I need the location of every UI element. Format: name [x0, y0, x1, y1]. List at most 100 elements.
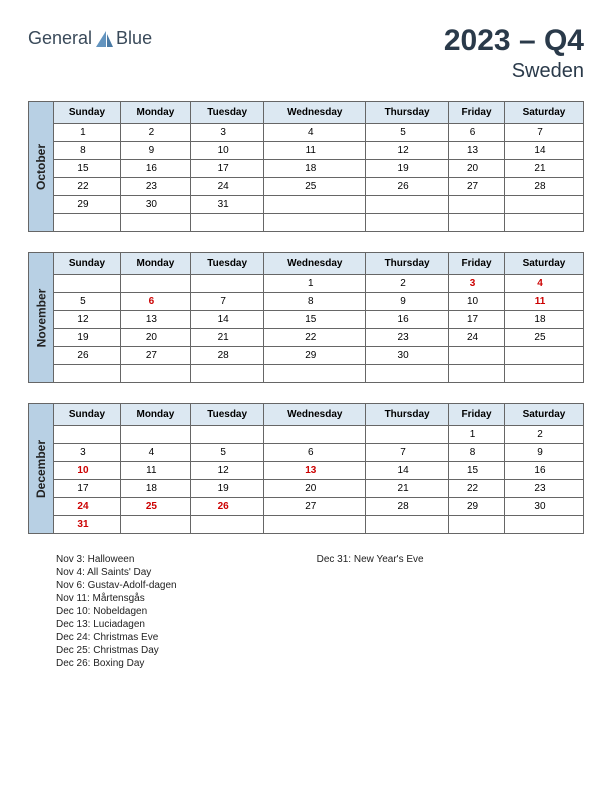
day-cell: 9 — [504, 444, 583, 462]
day-cell: 27 — [264, 498, 366, 516]
day-cell: 1 — [449, 426, 505, 444]
day-cell: 28 — [366, 498, 449, 516]
day-cell — [54, 365, 121, 383]
week-row: 567891011 — [54, 293, 584, 311]
day-cell: 20 — [120, 329, 190, 347]
day-cell: 10 — [449, 293, 505, 311]
holiday-entry: Nov 11: Mårtensgås — [56, 593, 177, 604]
day-cell: 20 — [264, 480, 366, 498]
day-cell: 22 — [54, 178, 121, 196]
week-row: 891011121314 — [54, 142, 584, 160]
day-cell: 12 — [54, 311, 121, 329]
week-row — [54, 214, 584, 232]
day-cell: 23 — [120, 178, 190, 196]
day-cell: 6 — [449, 124, 505, 142]
day-cell: 3 — [190, 124, 264, 142]
day-cell: 29 — [449, 498, 505, 516]
day-cell — [264, 516, 366, 534]
day-cell: 22 — [449, 480, 505, 498]
calendar-grid: SundayMondayTuesdayWednesdayThursdayFrid… — [53, 101, 584, 232]
holiday-entry: Dec 31: New Year's Eve — [317, 554, 424, 565]
day-cell: 3 — [449, 275, 505, 293]
week-row: 24252627282930 — [54, 498, 584, 516]
week-row: 22232425262728 — [54, 178, 584, 196]
day-header: Monday — [120, 102, 190, 124]
day-cell: 5 — [54, 293, 121, 311]
day-cell — [504, 516, 583, 534]
day-cell: 14 — [366, 462, 449, 480]
day-cell: 20 — [449, 160, 505, 178]
day-cell: 5 — [366, 124, 449, 142]
day-header: Sunday — [54, 102, 121, 124]
day-cell: 31 — [54, 516, 121, 534]
day-header: Tuesday — [190, 102, 264, 124]
holiday-entry: Nov 3: Halloween — [56, 554, 177, 565]
day-cell — [120, 275, 190, 293]
day-cell: 25 — [264, 178, 366, 196]
day-cell: 24 — [190, 178, 264, 196]
day-cell — [190, 214, 264, 232]
holiday-entry: Nov 4: All Saints' Day — [56, 567, 177, 578]
day-cell: 11 — [264, 142, 366, 160]
holiday-entry: Dec 10: Nobeldagen — [56, 606, 177, 617]
day-cell — [449, 214, 505, 232]
holiday-entry: Dec 25: Christmas Day — [56, 645, 177, 656]
day-cell: 8 — [264, 293, 366, 311]
day-cell: 4 — [264, 124, 366, 142]
logo-text-1: General — [28, 28, 92, 49]
day-cell: 18 — [504, 311, 583, 329]
month-label: October — [34, 143, 48, 189]
day-cell — [120, 516, 190, 534]
day-header: Wednesday — [264, 253, 366, 275]
week-row: 19202122232425 — [54, 329, 584, 347]
year-quarter: 2023 – Q4 — [444, 24, 584, 58]
day-header: Tuesday — [190, 253, 264, 275]
day-cell: 10 — [190, 142, 264, 160]
day-cell: 13 — [264, 462, 366, 480]
day-cell — [449, 365, 505, 383]
day-cell: 3 — [54, 444, 121, 462]
day-cell — [264, 365, 366, 383]
day-cell: 7 — [504, 124, 583, 142]
day-cell: 28 — [504, 178, 583, 196]
month-bar: October — [28, 101, 54, 232]
month-bar: November — [28, 252, 54, 383]
calendar-month: DecemberSundayMondayTuesdayWednesdayThur… — [28, 403, 584, 534]
day-cell: 30 — [504, 498, 583, 516]
holiday-entry: Dec 26: Boxing Day — [56, 658, 177, 669]
day-cell — [366, 365, 449, 383]
day-cell: 12 — [366, 142, 449, 160]
day-cell: 15 — [264, 311, 366, 329]
day-cell: 1 — [264, 275, 366, 293]
day-cell: 26 — [366, 178, 449, 196]
day-cell: 7 — [190, 293, 264, 311]
week-row: 2627282930 — [54, 347, 584, 365]
day-cell: 15 — [449, 462, 505, 480]
day-cell: 15 — [54, 160, 121, 178]
day-cell: 13 — [449, 142, 505, 160]
month-label: November — [34, 288, 48, 347]
day-cell — [264, 214, 366, 232]
week-row: 15161718192021 — [54, 160, 584, 178]
calendar-grid: SundayMondayTuesdayWednesdayThursdayFrid… — [53, 403, 584, 534]
day-cell: 29 — [54, 196, 121, 214]
day-cell: 2 — [366, 275, 449, 293]
week-row: 1234567 — [54, 124, 584, 142]
day-header: Tuesday — [190, 404, 264, 426]
day-header: Monday — [120, 404, 190, 426]
day-cell: 5 — [190, 444, 264, 462]
day-cell: 27 — [120, 347, 190, 365]
holiday-entry: Dec 24: Christmas Eve — [56, 632, 177, 643]
day-cell: 30 — [366, 347, 449, 365]
day-cell — [504, 196, 583, 214]
day-cell: 26 — [54, 347, 121, 365]
day-cell: 17 — [449, 311, 505, 329]
week-row: 10111213141516 — [54, 462, 584, 480]
day-cell: 11 — [120, 462, 190, 480]
day-cell: 7 — [366, 444, 449, 462]
day-cell: 23 — [504, 480, 583, 498]
day-cell — [190, 365, 264, 383]
month-bar: December — [28, 403, 54, 534]
day-cell: 24 — [54, 498, 121, 516]
day-header: Sunday — [54, 404, 121, 426]
